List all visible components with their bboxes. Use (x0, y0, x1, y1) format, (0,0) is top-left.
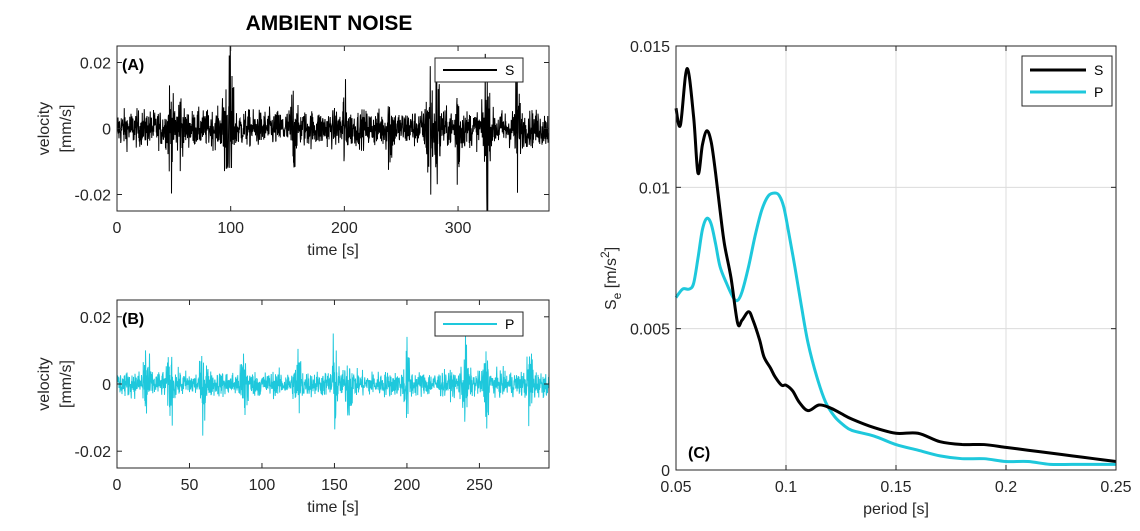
x-tick-label: 300 (445, 220, 472, 237)
y-axis-label-line1: velocity (36, 357, 53, 410)
panel-c-response-spectrum: 0.05 0.1 0.15 0.2 0.25 0 0.005 0.01 0.015 period … (598, 39, 1132, 518)
y-axis-label-part: S (603, 299, 620, 310)
panel-label: (C) (688, 445, 710, 462)
y-axis-label-text: Se [m/s2] (598, 247, 624, 310)
x-tick-label: 0.05 (660, 479, 691, 496)
y-axis-label-line1: velocity (36, 102, 53, 155)
x-tick-label: 150 (321, 477, 348, 494)
x-tick-label: 0.15 (880, 479, 911, 496)
y-axis-label-part: ] (603, 247, 620, 251)
y-tick-label: 0.02 (80, 56, 111, 73)
x-tick-label: 100 (217, 220, 244, 237)
y-tick-label: -0.02 (75, 444, 112, 461)
y-tick-label: 0.015 (630, 39, 670, 56)
x-tick-label: 0.2 (995, 479, 1017, 496)
legend-label-S: S (505, 62, 514, 78)
x-tick-label: 0 (113, 220, 122, 237)
x-axis-label: time [s] (307, 242, 359, 259)
x-tick-label: 200 (394, 477, 421, 494)
y-tick-label: -0.02 (75, 188, 112, 205)
series-line-S (117, 46, 549, 211)
x-axis-label: period [s] (863, 501, 929, 518)
legend-label-P: P (1094, 84, 1103, 100)
y-axis-label-line2: [mm/s] (58, 105, 75, 153)
series-line-P (117, 333, 549, 436)
y-axis-label-part: e (610, 292, 624, 299)
legend-label-S: S (1094, 62, 1103, 78)
series-line-P (674, 191, 1116, 467)
y-axis-label-part: 2 (598, 251, 612, 258)
x-tick-label: 200 (331, 220, 358, 237)
y-tick-label: 0 (102, 122, 111, 139)
y-tick-label: 0 (661, 463, 670, 480)
panel-label: (A) (122, 57, 144, 74)
x-axis-label: time [s] (307, 499, 359, 516)
panel-label: (B) (122, 311, 144, 328)
series-line-S (674, 67, 1117, 464)
y-tick-label: 0.02 (80, 310, 111, 327)
legend-box (1021, 55, 1113, 107)
x-tick-label: 0.25 (1100, 479, 1131, 496)
y-axis-label-line2: [mm/s] (58, 360, 75, 408)
y-axis-label: velocity [mm/s] (36, 102, 75, 155)
figure-title: AMBIENT NOISE (246, 12, 413, 35)
y-axis-label: Se [m/s2] (598, 247, 624, 310)
y-axis-label-part: [m/s (603, 258, 620, 293)
y-tick-label: 0 (102, 377, 111, 394)
y-axis-label: velocity [mm/s] (36, 357, 75, 410)
x-tick-label: 0.1 (775, 479, 797, 496)
x-tick-label: 50 (181, 477, 199, 494)
x-tick-label: 0 (113, 477, 122, 494)
legend-label-P: P (505, 316, 514, 332)
x-tick-label: 250 (466, 477, 493, 494)
y-tick-label: 0.01 (639, 180, 670, 197)
y-tick-label: 0.005 (630, 322, 670, 339)
x-tick-label: 100 (249, 477, 276, 494)
